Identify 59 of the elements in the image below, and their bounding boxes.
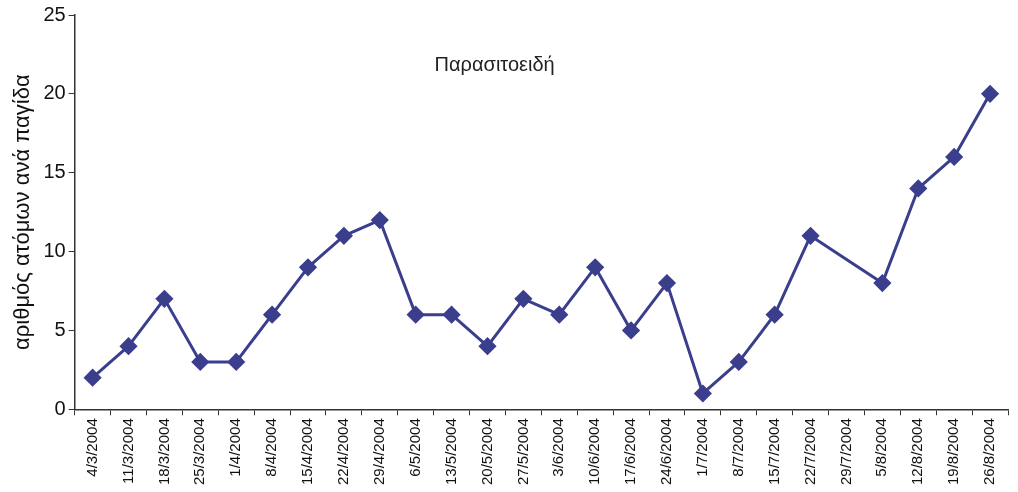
x-tick-label: 20/5/2004: [477, 418, 495, 485]
x-tick-label: 18/3/2004: [154, 418, 172, 485]
x-tick-label: 25/3/2004: [190, 418, 208, 485]
point: [335, 227, 353, 245]
x-tick-label: 15/7/2004: [764, 418, 782, 485]
x-tick-label: 4/3/2004: [82, 418, 100, 477]
x-tick-label: 29/4/2004: [369, 418, 387, 485]
point: [478, 337, 496, 355]
x-tick-label: 12/8/2004: [908, 418, 926, 485]
x-tick-label: 5/8/2004: [872, 418, 890, 477]
x-tick-label: 15/4/2004: [298, 418, 316, 485]
point: [945, 148, 963, 166]
point: [443, 306, 461, 324]
point: [227, 353, 245, 371]
x-tick-label: 11/3/2004: [118, 418, 136, 484]
y-tick-label: 25: [43, 2, 66, 25]
point: [730, 353, 748, 371]
point: [371, 211, 389, 229]
x-tick-label: 24/6/2004: [657, 418, 675, 485]
point: [191, 353, 209, 371]
y-tick-label: 5: [54, 317, 66, 340]
x-tick-label: 10/6/2004: [585, 418, 603, 485]
y-tick-label: 20: [43, 81, 66, 104]
point: [909, 179, 927, 197]
x-tick-label: 6/5/2004: [405, 418, 423, 477]
point: [658, 274, 676, 292]
y-tick-label: 15: [43, 160, 66, 183]
point: [84, 369, 102, 387]
y-tick-label: 10: [43, 239, 66, 262]
x-tick-label: 8/4/2004: [262, 418, 280, 477]
x-tick-label: 26/8/2004: [980, 418, 998, 485]
point: [766, 306, 784, 324]
x-tick-label: 1/7/2004: [693, 418, 711, 477]
x-tick-label: 1/4/2004: [226, 418, 244, 477]
point: [873, 274, 891, 292]
point: [514, 290, 532, 308]
point: [155, 290, 173, 308]
x-tick-label: 29/7/2004: [836, 418, 854, 485]
point: [263, 306, 281, 324]
point: [586, 258, 604, 276]
x-tick-label: 22/4/2004: [334, 418, 352, 485]
x-tick-label: 27/5/2004: [513, 418, 531, 485]
point: [622, 321, 640, 339]
y-tick-label: 0: [54, 396, 66, 419]
x-tick-label: 8/7/2004: [728, 418, 746, 477]
text: Παρασιτοειδή: [434, 52, 555, 75]
point: [694, 385, 712, 402]
point: [299, 258, 317, 276]
point: [119, 337, 137, 355]
point: [550, 306, 568, 324]
x-tick-label: 19/8/2004: [944, 418, 962, 485]
x-tick-label: 3/6/2004: [549, 418, 567, 477]
point: [407, 306, 425, 324]
x-tick-label: 17/6/2004: [621, 418, 639, 485]
x-tick-label: 13/5/2004: [441, 418, 459, 485]
point: [802, 227, 820, 245]
y-axis-title: αριθμός ατόμων ανά παγίδα: [9, 74, 35, 350]
x-tick-label: 22/7/2004: [800, 418, 818, 485]
point: [981, 85, 999, 103]
